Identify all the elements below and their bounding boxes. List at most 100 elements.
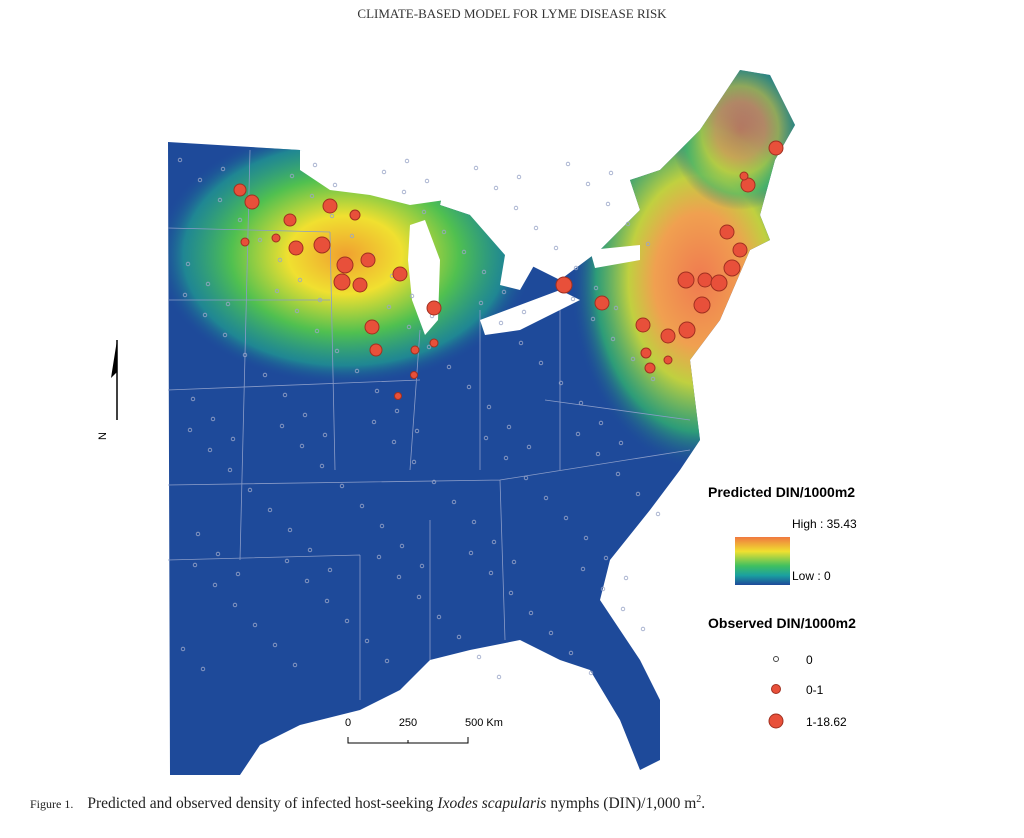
observation-point (190, 396, 196, 402)
observation-point (630, 356, 636, 362)
observation-point (274, 288, 280, 294)
observation-point (386, 304, 392, 310)
observation-point (568, 650, 574, 656)
observation-point (466, 384, 472, 390)
observation-point (409, 293, 415, 299)
observation-point (215, 551, 221, 557)
observation-point (314, 328, 320, 334)
observation-point (182, 292, 188, 298)
observation-point (302, 412, 308, 418)
observation-point (225, 301, 231, 307)
observation-point (451, 499, 457, 505)
observation-point (538, 360, 544, 366)
observation-point (349, 209, 361, 221)
legend-symbol (768, 713, 784, 729)
observation-point (349, 233, 355, 239)
observation-point (322, 198, 338, 214)
observation-point (392, 266, 408, 282)
caption-label: Figure 1. (30, 797, 73, 811)
observation-point (212, 582, 218, 588)
observation-point (471, 519, 477, 525)
observation-point (620, 606, 626, 612)
observation-point (371, 419, 377, 425)
observation-point (644, 362, 656, 374)
observation-point (205, 281, 211, 287)
north-arrow: N (97, 340, 118, 440)
observation-point (283, 213, 297, 227)
observation-point (710, 274, 728, 292)
observation-point (185, 261, 191, 267)
observation-point (511, 559, 517, 565)
observation-point (222, 332, 228, 338)
caption-text: Predicted and observed density of infect… (87, 795, 433, 812)
legend-class: 0 (806, 653, 813, 667)
observation-point (202, 312, 208, 318)
observation-point (461, 249, 467, 255)
observation-points (177, 140, 784, 680)
observation-point (513, 205, 519, 211)
observation-point (352, 277, 368, 293)
observation-point (573, 265, 579, 271)
observation-point (391, 439, 397, 445)
observation-point (359, 503, 365, 509)
observation-point (322, 432, 328, 438)
observation-point (344, 618, 350, 624)
observation-point (723, 259, 741, 277)
caption-end: . (701, 795, 705, 812)
observation-point (220, 166, 226, 172)
observation-point (739, 171, 749, 181)
observation-point (610, 336, 616, 342)
observation-point (327, 567, 333, 573)
observation-point (441, 229, 447, 235)
observation-point (603, 555, 609, 561)
observation-point (307, 547, 313, 553)
observation-point (650, 376, 656, 382)
observation-point (379, 523, 385, 529)
observation-point (277, 257, 283, 263)
observation-point (197, 177, 203, 183)
observation-point (324, 598, 330, 604)
observation-point (608, 170, 614, 176)
observation-point (404, 158, 410, 164)
observation-point (384, 658, 390, 664)
observation-point (339, 483, 345, 489)
observation-point (640, 626, 646, 632)
observation-point (618, 440, 624, 446)
observation-point (180, 646, 186, 652)
observation-point (588, 670, 594, 676)
observation-point (548, 630, 554, 636)
observation-point (334, 348, 340, 354)
observation-point (313, 236, 331, 254)
observation-point (645, 241, 651, 247)
observation-point (613, 305, 619, 311)
legend-class: 1-18.62 (806, 715, 847, 729)
observation-point (262, 372, 268, 378)
observation-point (483, 435, 489, 441)
observation-point (481, 269, 487, 275)
observation-point (473, 165, 479, 171)
observation-point (200, 666, 206, 672)
observation-point (288, 240, 304, 256)
observation-point (635, 317, 651, 333)
observation-point (364, 319, 380, 335)
observation-point (187, 427, 193, 433)
observation-point (506, 424, 512, 430)
observation-point (230, 436, 236, 442)
observation-point (272, 642, 278, 648)
observation-point (396, 574, 402, 580)
observation-point (498, 320, 504, 326)
observation-point (526, 444, 532, 450)
scale-label: 0 (345, 717, 351, 729)
observation-point (297, 277, 303, 283)
observation-point (294, 308, 300, 314)
observation-point (655, 511, 661, 517)
observation-point (598, 420, 604, 426)
observation-point (406, 324, 412, 330)
observation-point (244, 194, 260, 210)
scale-label: 250 (399, 717, 417, 729)
observation-point (329, 213, 335, 219)
legend-title: Observed DIN/1000m2 (708, 615, 856, 631)
observation-point (605, 201, 611, 207)
observation-point (374, 388, 380, 394)
observation-point (486, 404, 492, 410)
